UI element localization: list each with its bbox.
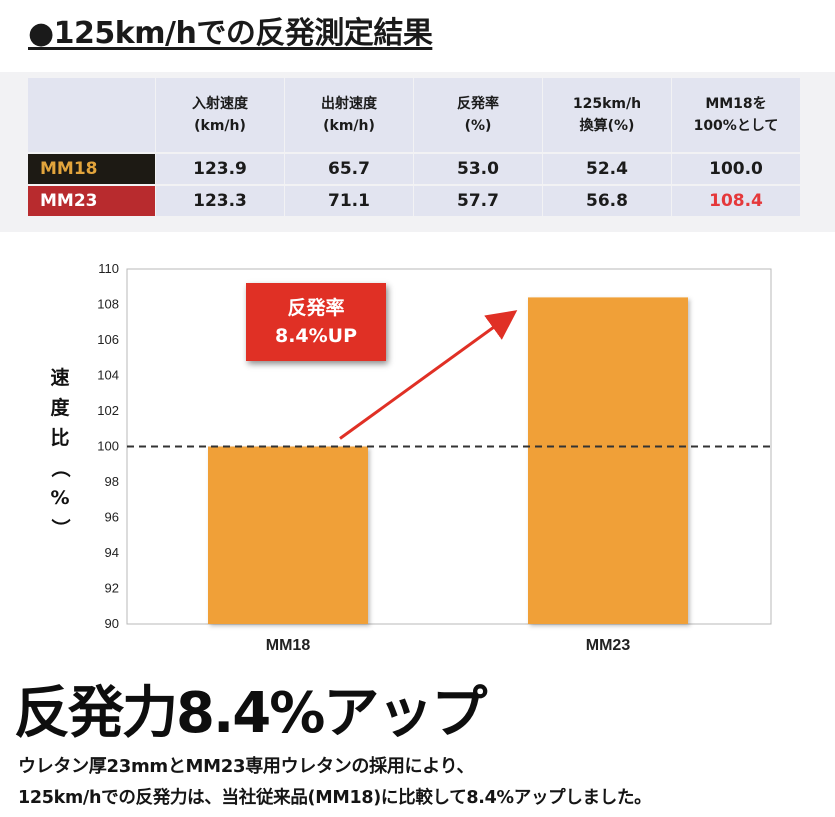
header-exit-speed: 出射速度 (km/h)	[284, 78, 414, 154]
y-axis-label-char: %	[50, 487, 69, 509]
bars-group	[208, 297, 688, 624]
y-tick-label: 108	[97, 297, 119, 312]
y-tick-label: 92	[105, 581, 119, 596]
table-cell: 53.0	[413, 153, 543, 186]
y-axis-label-char: ）	[49, 518, 72, 537]
x-axis-labels: MM18 MM23	[266, 637, 631, 654]
header-rebound-rate: 反発率 (%)	[413, 78, 543, 154]
y-tick-label: 110	[98, 261, 119, 276]
header-line: (km/h)	[194, 118, 246, 134]
callout-line-1: 反発率	[287, 297, 345, 319]
header-incident-speed: 入射速度 (km/h)	[155, 78, 285, 154]
y-tick-label: 104	[97, 368, 119, 383]
y-tick-label: 102	[97, 403, 119, 418]
table-cell: 52.4	[542, 153, 672, 186]
y-tick-label: 98	[105, 474, 119, 489]
headline: 反発力8.4%アップ	[14, 681, 487, 746]
callout-line-2: 8.4%UP	[274, 325, 358, 347]
table-corner-cell	[28, 78, 156, 154]
y-tick-label: 106	[97, 332, 119, 347]
y-tick-label: 94	[105, 545, 119, 560]
callout-box: 反発率 8.4%UP	[246, 283, 386, 361]
description-line-2: 125km/hでの反発力は、当社従来品(MM18)に比較して8.4%アップしまし…	[18, 788, 652, 808]
y-axis-label-char: 度	[50, 396, 70, 419]
page-heading: ●125km/hでの反発測定結果	[28, 16, 433, 51]
table-cell: 65.7	[284, 153, 414, 186]
header-relative: MM18を 100%として	[671, 78, 801, 154]
table-cell: 100.0	[671, 153, 801, 186]
header-line: (%)	[464, 118, 492, 134]
bar-mm18	[208, 446, 368, 624]
table-cell: 71.1	[284, 185, 414, 216]
results-table: 入射速度 (km/h) 出射速度 (km/h) 反発率 (%) 125km/h 換算(%…	[28, 78, 801, 216]
bar-mm23	[528, 297, 688, 624]
table-cell: 56.8	[542, 185, 672, 216]
y-axis-label-char: 速	[50, 366, 69, 389]
table-header-row: 入射速度 (km/h) 出射速度 (km/h) 反発率 (%) 125km/h 換算(%…	[28, 78, 801, 154]
header-line: 反発率	[457, 96, 499, 112]
row-label-mm23: MM23	[28, 185, 156, 216]
y-axis-label-char: （	[49, 458, 72, 477]
table-cell: 57.7	[413, 185, 543, 216]
row-label-mm18: MM18	[28, 153, 156, 186]
header-line: (km/h)	[323, 118, 375, 134]
header-line: 換算(%)	[579, 118, 635, 134]
header-line: 出射速度	[321, 96, 377, 112]
table-cell-highlight: 108.4	[671, 185, 801, 216]
table-row: MM18 123.9 65.7 53.0 52.4 100.0	[28, 153, 801, 186]
table-row: MM23 123.3 71.1 57.7 56.8 108.4	[28, 185, 801, 216]
y-tick-label: 100	[97, 439, 119, 454]
bar-chart: 90 92 94 96 98 100 102 104 106 108 110 MM18 MM23 速度…	[49, 261, 772, 654]
header-converted: 125km/h 換算(%)	[542, 78, 672, 154]
header-line: MM18を	[705, 96, 767, 112]
y-axis-label-char: 比	[50, 427, 69, 449]
header-line: 入射速度	[192, 96, 248, 112]
header-line: 100%として	[693, 118, 779, 134]
y-tick-label: 90	[105, 616, 119, 631]
x-category-label: MM18	[266, 637, 311, 654]
table-cell: 123.9	[155, 153, 285, 186]
increase-arrow	[339, 310, 518, 440]
header-line: 125km/h	[572, 96, 642, 112]
table-cell: 123.3	[155, 185, 285, 216]
y-axis-ticks: 90 92 94 96 98 100 102 104 106 108 110	[97, 261, 119, 631]
y-axis-label: 速度比 （% ）	[49, 366, 72, 538]
x-category-label: MM23	[586, 637, 631, 654]
description-line-1: ウレタン厚23mmとMM23専用ウレタンの採用により、	[18, 756, 475, 777]
y-tick-label: 96	[105, 510, 119, 525]
